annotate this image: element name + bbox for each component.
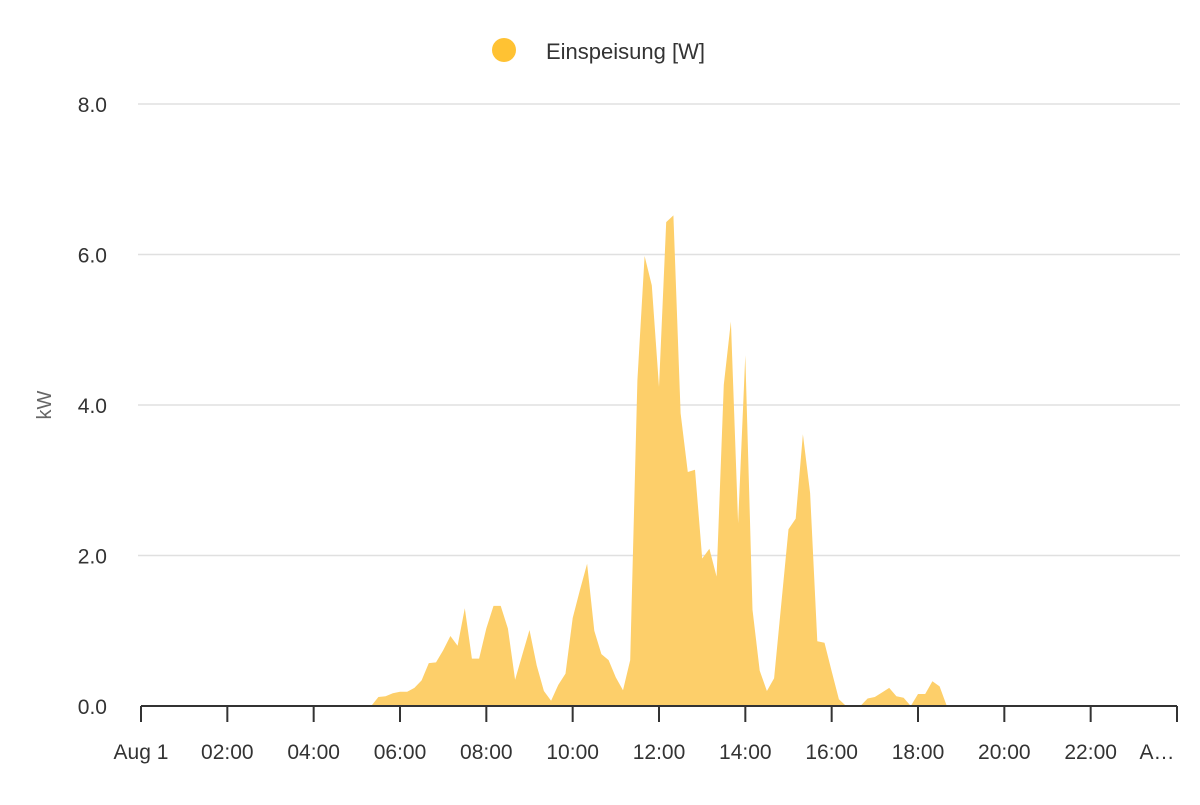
x-tick-label: 06:00 — [374, 741, 427, 764]
y-tick-label: 8.0 — [78, 94, 107, 117]
einspeisung-area — [141, 215, 1177, 706]
y-tick-label: 2.0 — [78, 546, 107, 569]
x-tick-label: 12:00 — [633, 741, 686, 764]
x-tick-label: 14:00 — [719, 741, 772, 764]
y-tick-label: 6.0 — [78, 245, 107, 268]
legend[interactable]: Einspeisung [W] — [492, 38, 705, 64]
x-tick-label: 20:00 — [978, 741, 1031, 764]
series-area — [141, 215, 1177, 706]
x-tick-label: A… — [1139, 741, 1174, 764]
legend-marker-einspeisung — [492, 38, 516, 62]
x-tick-label: 02:00 — [201, 741, 254, 764]
x-tick-label: Aug 1 — [114, 741, 169, 764]
legend-label-einspeisung: Einspeisung [W] — [546, 39, 705, 64]
x-tick-label: 10:00 — [546, 741, 599, 764]
x-tick-label: 18:00 — [892, 741, 945, 764]
x-tick-label: 08:00 — [460, 741, 513, 764]
y-tick-label: 0.0 — [78, 696, 107, 719]
y-tick-label: 4.0 — [78, 395, 107, 418]
x-tick-label: 16:00 — [805, 741, 858, 764]
x-tick-label: 04:00 — [287, 741, 340, 764]
x-tick-label: 22:00 — [1064, 741, 1117, 764]
y-axis-label: kW — [34, 390, 56, 419]
axes: 0.0 2.0 4.0 6.0 8.0 Aug 1 02:00 04:00 06:00 08:00… — [78, 94, 1178, 764]
